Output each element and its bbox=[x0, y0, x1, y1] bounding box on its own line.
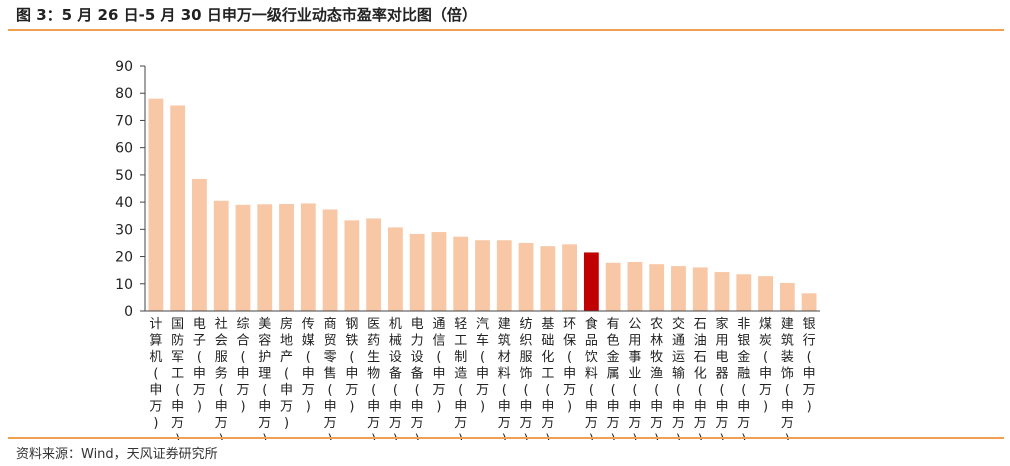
bar bbox=[475, 240, 490, 311]
bar-series bbox=[148, 98, 817, 312]
x-tick-label: 社会服务(申万) bbox=[215, 316, 228, 440]
y-tick-label: 80 bbox=[115, 86, 133, 102]
x-tick-label: 综合(申万) bbox=[236, 317, 249, 415]
y-tick-label: 30 bbox=[115, 222, 133, 238]
bar bbox=[235, 204, 251, 311]
y-tick-label: 40 bbox=[115, 195, 133, 211]
bar bbox=[671, 266, 686, 311]
y-tick-label: 60 bbox=[115, 141, 133, 157]
x-tick-label: 基础化工(申万) bbox=[541, 317, 554, 440]
bar bbox=[692, 267, 708, 311]
x-tick-label: 非银金融(申万) bbox=[737, 317, 750, 440]
bar bbox=[279, 204, 294, 311]
y-tick-label: 0 bbox=[124, 304, 133, 320]
bar bbox=[583, 252, 599, 311]
x-tick-label: 医药生物(申万) bbox=[367, 317, 380, 440]
x-tick-label: 通信(申万) bbox=[432, 317, 445, 415]
bar bbox=[431, 232, 447, 311]
y-tick-label: 90 bbox=[115, 59, 133, 75]
x-axis: 计算机(申万) 国防军工(申万) 电子(申万) 社会服务(申万) 综合(申万) 美容护理(… bbox=[145, 310, 820, 440]
bar bbox=[540, 246, 556, 311]
x-tick-label: 电力设备(申万) bbox=[411, 317, 424, 440]
x-tick-label: 交通运输(申万) bbox=[672, 316, 685, 440]
bar-chart: 0 10 20 30 40 50 60 70 80 90 计算机(申万) 国防军工(申万) 电子(申万… bbox=[115, 59, 820, 440]
x-tick-label: 电子(申万) bbox=[193, 317, 206, 415]
x-tick-label: 钢铁(申万) bbox=[345, 317, 358, 415]
x-tick-label: 银行(申万) bbox=[803, 317, 816, 415]
x-tick-label: 食品饮料(申万) bbox=[585, 316, 598, 440]
x-tick-label: 石油石化(申万) bbox=[694, 317, 707, 440]
top-divider bbox=[8, 29, 1004, 31]
bar bbox=[344, 220, 360, 311]
y-tick-label: 50 bbox=[115, 168, 133, 184]
bar bbox=[322, 209, 338, 311]
bar bbox=[170, 105, 186, 311]
x-tick-label: 煤炭(申万) bbox=[759, 317, 772, 415]
bottom-divider bbox=[8, 437, 1004, 439]
y-tick-label: 10 bbox=[115, 277, 133, 293]
x-tick-label: 农林牧渔(申万) bbox=[650, 317, 663, 440]
bar bbox=[496, 240, 512, 311]
y-tick-label: 70 bbox=[115, 113, 133, 129]
bar bbox=[300, 203, 316, 311]
bar bbox=[801, 293, 817, 311]
bar bbox=[148, 98, 164, 312]
x-tick-label: 汽车(申万) bbox=[476, 317, 489, 415]
bar bbox=[409, 233, 425, 311]
x-tick-label: 美容护理(申万) bbox=[258, 317, 271, 440]
x-tick-label: 公用事业(申万) bbox=[628, 317, 641, 440]
x-tick-label: 纺织服饰(申万) bbox=[520, 317, 533, 440]
y-tick-label: 20 bbox=[115, 250, 133, 266]
x-tick-label: 家用电器(申万) bbox=[716, 316, 729, 440]
x-tick-label: 建筑装饰(申万) bbox=[781, 317, 794, 440]
source-note: 资料来源：Wind，天风证券研究所 bbox=[16, 447, 218, 462]
bar bbox=[213, 200, 229, 311]
bar bbox=[779, 282, 795, 311]
bar bbox=[366, 218, 382, 311]
chart-title: 图 3：5 月 26 日-5 月 30 日申万一级行业动态市盈率对比图（倍） bbox=[16, 6, 477, 24]
x-tick-label: 计算机(申万) bbox=[149, 317, 162, 431]
bar bbox=[627, 262, 643, 311]
x-tick-label: 轻工制造(申万) bbox=[454, 317, 467, 440]
x-tick-label: 有色金属(申万) bbox=[607, 317, 620, 440]
x-tick-label: 商贸零售(申万) bbox=[324, 317, 337, 440]
bar bbox=[453, 236, 469, 311]
bar bbox=[605, 262, 621, 311]
x-tick-label: 国防军工(申万) bbox=[171, 317, 184, 440]
bar bbox=[736, 274, 752, 311]
y-axis: 0 10 20 30 40 50 60 70 80 90 bbox=[115, 59, 146, 320]
bar bbox=[714, 272, 730, 311]
bar bbox=[649, 264, 665, 311]
bar bbox=[192, 178, 207, 311]
x-tick-label: 环保(申万) bbox=[563, 317, 576, 415]
bar bbox=[257, 204, 273, 311]
x-tick-label: 机械设备(申万) bbox=[389, 317, 402, 440]
bar bbox=[518, 242, 534, 311]
x-tick-label: 房地产(申万) bbox=[280, 316, 293, 431]
bar bbox=[562, 244, 577, 311]
bar bbox=[758, 276, 773, 311]
bar bbox=[388, 227, 403, 311]
x-tick-label: 建筑材料(申万) bbox=[498, 317, 511, 440]
x-tick-label: 传媒(申万) bbox=[302, 317, 315, 415]
